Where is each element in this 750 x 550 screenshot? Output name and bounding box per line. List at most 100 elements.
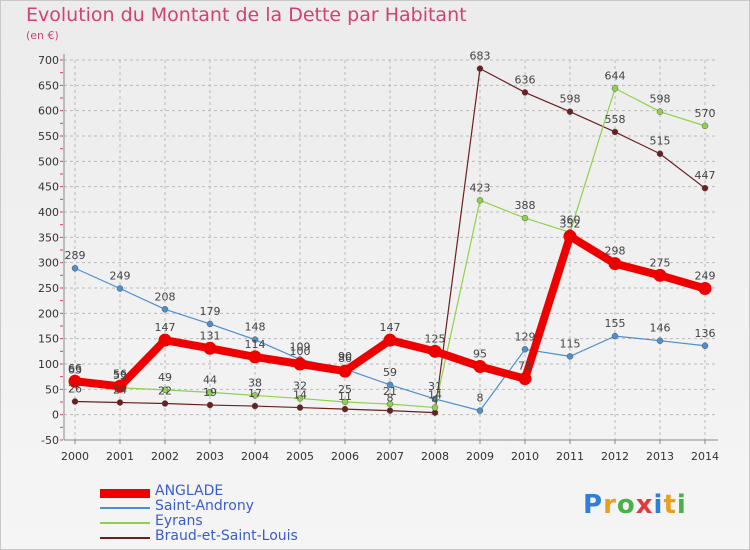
data-point	[206, 320, 214, 328]
y-tick-label: 200	[38, 307, 59, 320]
data-point	[656, 150, 664, 157]
y-tick-label: 250	[38, 282, 59, 295]
legend-label: Saint-Androny	[155, 498, 254, 514]
data-label: 570	[695, 107, 716, 120]
data-label: 24	[113, 384, 127, 397]
data-point	[248, 350, 262, 364]
data-point	[656, 108, 664, 115]
data-label: 14	[293, 389, 307, 402]
data-label: 388	[515, 199, 536, 212]
y-tick-label: 450	[38, 181, 59, 194]
data-point	[701, 122, 709, 130]
data-label: 360	[560, 213, 581, 226]
data-point	[521, 346, 529, 353]
data-point	[656, 337, 664, 344]
x-tick-label: 2010	[511, 450, 539, 463]
legend-swatch	[100, 507, 150, 509]
legend-label: ANGLADE	[155, 483, 224, 499]
data-point	[206, 401, 214, 409]
data-label: 56	[113, 367, 127, 380]
data-label: 644	[605, 69, 626, 82]
x-tick-label: 2004	[241, 450, 269, 463]
data-point	[611, 128, 619, 136]
data-point	[341, 398, 349, 406]
data-point	[161, 386, 169, 394]
x-tick-label: 2009	[466, 450, 494, 463]
data-label: 179	[200, 305, 221, 318]
data-point	[566, 353, 574, 360]
y-tick-label: 350	[38, 231, 59, 244]
data-point	[476, 65, 484, 72]
data-label: 148	[245, 321, 266, 334]
data-label: 21	[383, 385, 397, 398]
data-point	[113, 379, 127, 393]
x-tick-label: 2012	[601, 450, 629, 463]
data-point	[566, 108, 574, 115]
data-point	[116, 285, 124, 292]
data-label: 114	[245, 338, 266, 351]
data-label: 598	[560, 93, 581, 106]
data-point	[386, 400, 394, 408]
data-point	[383, 333, 397, 347]
data-point	[203, 341, 217, 355]
data-point	[431, 404, 439, 411]
legend-label: Eyrans	[155, 513, 203, 529]
data-label: 146	[650, 322, 671, 335]
data-point	[386, 407, 394, 414]
y-tick-label: 600	[38, 105, 59, 118]
data-label: 95	[473, 348, 487, 361]
data-label: 515	[650, 135, 671, 148]
data-label: 147	[380, 321, 401, 334]
data-point	[71, 398, 79, 405]
x-tick-label: 2006	[331, 450, 359, 463]
data-label: 125	[425, 332, 446, 345]
data-point	[701, 184, 709, 192]
y-tick-label: 700	[38, 54, 59, 67]
data-label: 44	[203, 373, 217, 386]
data-label: 26	[68, 382, 82, 395]
data-label: 683	[470, 50, 491, 63]
data-label: 447	[695, 169, 716, 182]
data-point	[71, 264, 79, 272]
data-label: 136	[695, 327, 716, 340]
data-label: 31	[428, 380, 442, 393]
data-label: 63	[68, 364, 82, 377]
x-tick-label: 2000	[61, 450, 89, 463]
data-point	[521, 214, 529, 222]
x-tick-label: 2011	[556, 450, 584, 463]
data-label: 298	[605, 245, 626, 258]
data-label: 8	[477, 392, 484, 405]
x-tick-label: 2007	[376, 450, 404, 463]
data-label: 249	[110, 270, 131, 283]
data-label: 147	[155, 321, 176, 334]
legend-swatch	[100, 522, 150, 524]
x-tick-label: 2008	[421, 450, 449, 463]
data-label: 90	[338, 350, 352, 363]
x-tick-label: 2014	[691, 450, 719, 463]
data-label: 71	[518, 360, 532, 373]
y-tick-label: 550	[38, 130, 59, 143]
data-point	[611, 85, 619, 92]
legend-swatch	[100, 537, 150, 539]
data-label: 32	[293, 379, 307, 392]
data-point	[701, 342, 709, 350]
data-point	[476, 197, 484, 204]
data-point	[251, 402, 259, 410]
data-label: 14	[428, 389, 442, 402]
data-point	[251, 392, 259, 399]
data-point	[68, 374, 82, 388]
data-label: 25	[338, 383, 352, 396]
data-point	[521, 89, 529, 96]
chart-subtitle: (en €)	[26, 29, 59, 42]
data-point	[293, 357, 307, 371]
data-label: 4	[432, 394, 439, 407]
data-label: 352	[560, 217, 581, 230]
legend-label: Braud-et-Saint-Louis	[155, 528, 298, 544]
data-point	[386, 381, 394, 389]
chart-title: Evolution du Montant de la Dette par Hab…	[26, 4, 467, 26]
data-point	[476, 407, 484, 414]
data-point	[563, 229, 577, 243]
data-point	[698, 282, 712, 296]
data-label: 59	[383, 366, 397, 379]
